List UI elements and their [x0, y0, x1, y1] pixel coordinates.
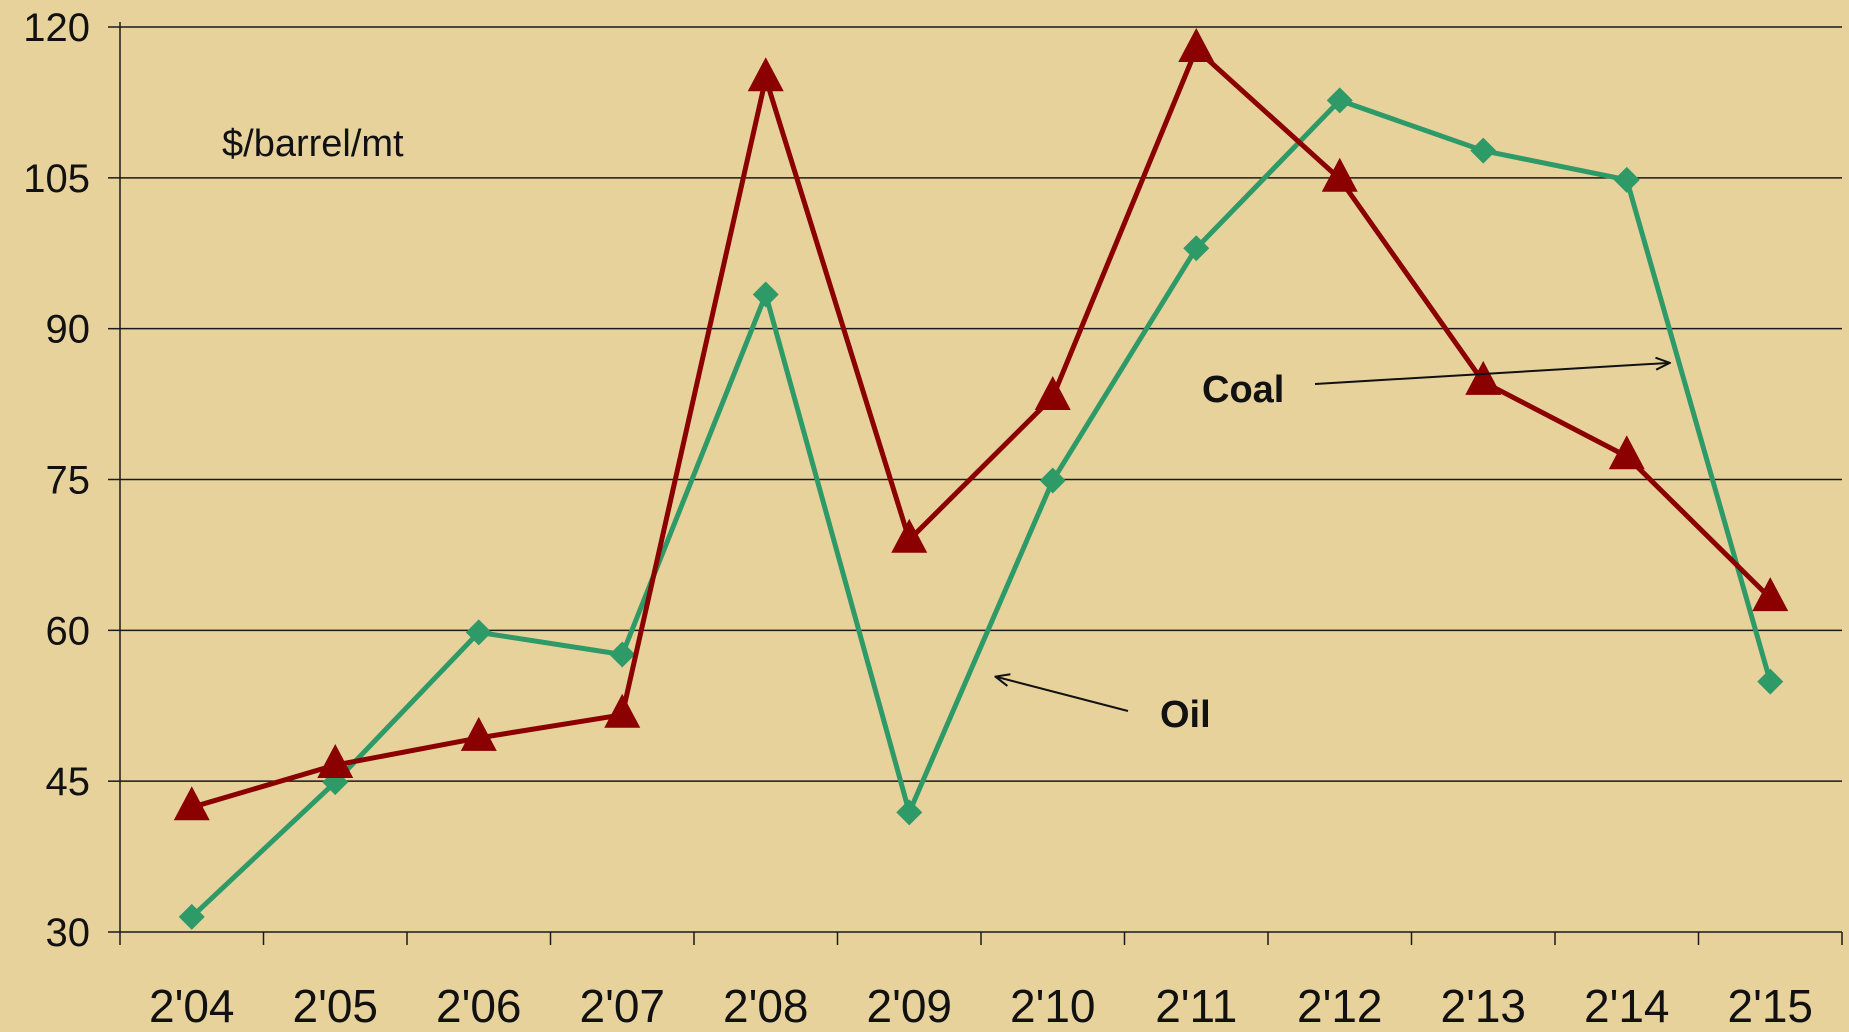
coal-point [173, 786, 210, 821]
oil-point [1613, 166, 1640, 193]
x-tick-label: 2'15 [1727, 980, 1813, 1032]
x-tick-label: 2'06 [436, 980, 522, 1032]
annotations: Coal Oil [995, 363, 1669, 736]
x-tick-label: 2'05 [292, 980, 378, 1032]
coal-point [1321, 157, 1358, 192]
x-tick-label: 2'04 [149, 980, 235, 1032]
x-tick-label: 2'10 [1010, 980, 1096, 1032]
x-tick-label: 2'12 [1297, 980, 1383, 1032]
x-tick-label: 2'08 [723, 980, 809, 1032]
coal-point [747, 57, 784, 92]
oil-point [609, 641, 636, 668]
coal-point [1608, 435, 1645, 470]
oil-series-line [190, 97, 1773, 919]
coal-annotation-arrow [1314, 363, 1670, 385]
y-tick-label: 30 [46, 911, 91, 955]
y-tick-label: 105 [23, 157, 90, 201]
y-tick-label: 45 [46, 760, 91, 804]
coal-point [1465, 360, 1502, 395]
oil-point [1470, 137, 1497, 164]
y-tick-label: 75 [46, 459, 91, 503]
coal-point [1178, 28, 1215, 63]
oil-point [1183, 235, 1210, 262]
coal-point [460, 716, 497, 751]
x-tick-label: 2'14 [1584, 980, 1670, 1032]
oil-point [752, 281, 779, 308]
oil-annotation-label: Oil [1160, 694, 1211, 736]
coal-series-line [191, 46, 1773, 810]
coal-point [317, 743, 354, 778]
unit-label: $/barrel/mt [222, 123, 404, 165]
oil-point [1326, 87, 1353, 114]
gridlines [120, 26, 1842, 782]
coal-point [1752, 577, 1789, 612]
series-layer [173, 28, 1789, 930]
coal-annotation-label: Coal [1202, 369, 1284, 411]
oil-point [1757, 668, 1784, 695]
oil-point [178, 903, 205, 930]
x-tick-label: 2'07 [579, 980, 665, 1032]
y-tick-label: 90 [46, 308, 91, 352]
coal-point [891, 518, 928, 553]
x-tick-label: 2'13 [1440, 980, 1526, 1032]
oil-annotation-arrow [995, 677, 1129, 712]
oil-point [896, 799, 923, 826]
x-tick-label: 2'09 [866, 980, 952, 1032]
axes: 30 45 60 75 90 105 120 2'04 2'05 2'06 2'07 2'08 2'09… [23, 6, 1843, 1032]
y-tick-label: 120 [23, 6, 90, 50]
oil-point [465, 619, 492, 646]
coal-point [604, 693, 641, 728]
x-tick-label: 2'11 [1155, 980, 1237, 1032]
oil-point [1039, 467, 1066, 494]
y-tick-label: 60 [46, 609, 91, 653]
coal-point [1034, 375, 1071, 410]
